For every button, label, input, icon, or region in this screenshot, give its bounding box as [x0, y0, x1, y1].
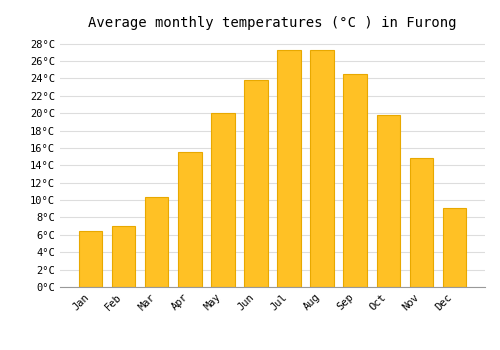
Bar [310, 50, 334, 287]
Bar [410, 159, 432, 287]
Bar [212, 113, 234, 287]
Bar [344, 74, 366, 287]
Bar [278, 50, 300, 287]
Bar [244, 80, 268, 287]
Bar [442, 208, 466, 287]
Bar [112, 226, 136, 287]
Title: Average monthly temperatures (°C ) in Furong: Average monthly temperatures (°C ) in Fu… [88, 16, 457, 30]
Bar [80, 231, 102, 287]
Bar [178, 152, 202, 287]
Bar [376, 115, 400, 287]
Bar [146, 197, 169, 287]
